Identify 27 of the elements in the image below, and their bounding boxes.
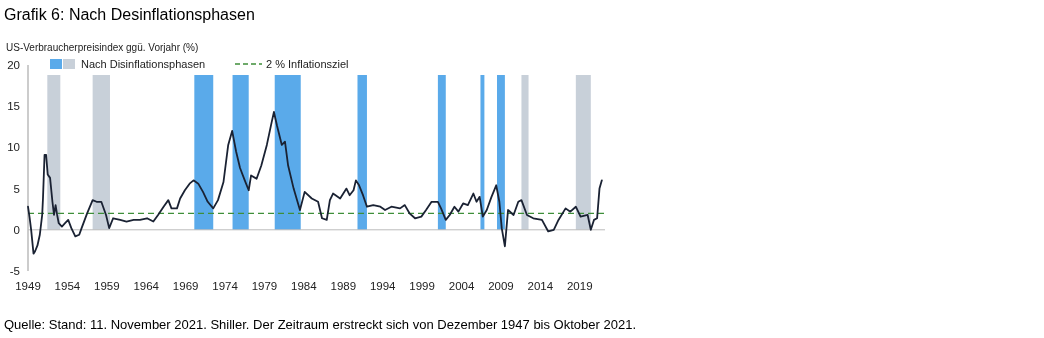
y-tick-label: 20 [7,59,20,71]
x-tick-label: 1969 [172,280,199,292]
y-tick-label: -5 [9,265,20,277]
y-tick-label: 0 [13,223,20,236]
x-tick-label: 2014 [527,280,554,292]
x-tick-label: 1964 [133,280,160,292]
y-axis-title: US-Verbraucherpreisindex ggü. Vorjahr (%) [6,42,199,53]
x-tick-label: 1994 [369,280,397,292]
x-tick-label: 1974 [212,280,239,292]
x-tick-label: 1979 [251,280,278,292]
x-tick-label: 1959 [94,280,120,292]
legend-label: Nach Disinflationsphasen [81,58,206,70]
x-tick-label: 1954 [54,280,81,292]
chart-title: Grafik 6: Nach Desinflationsphasen [4,6,255,23]
legend-label: 2 % Inflationsziel [266,58,349,70]
x-tick-label: 2009 [488,280,514,292]
source-note: Quelle: Stand: 11. November 2021. Shiller. Der Zeitraum erstreckt sich von Dezember 1947 bis Oktober 2021. [4,317,637,332]
y-tick-label: 10 [7,141,20,154]
x-tick-label: 2004 [448,280,475,292]
y-tick-label: 5 [13,182,20,195]
line-series [27,111,603,255]
x-tick-label: 1989 [330,280,357,292]
x-tick-label: 1984 [291,280,318,292]
x-tick-label: 1999 [409,280,435,292]
y-tick-label: 15 [7,100,20,113]
x-tick-label: 2019 [566,280,593,292]
x-tick-label: 1949 [15,280,41,292]
